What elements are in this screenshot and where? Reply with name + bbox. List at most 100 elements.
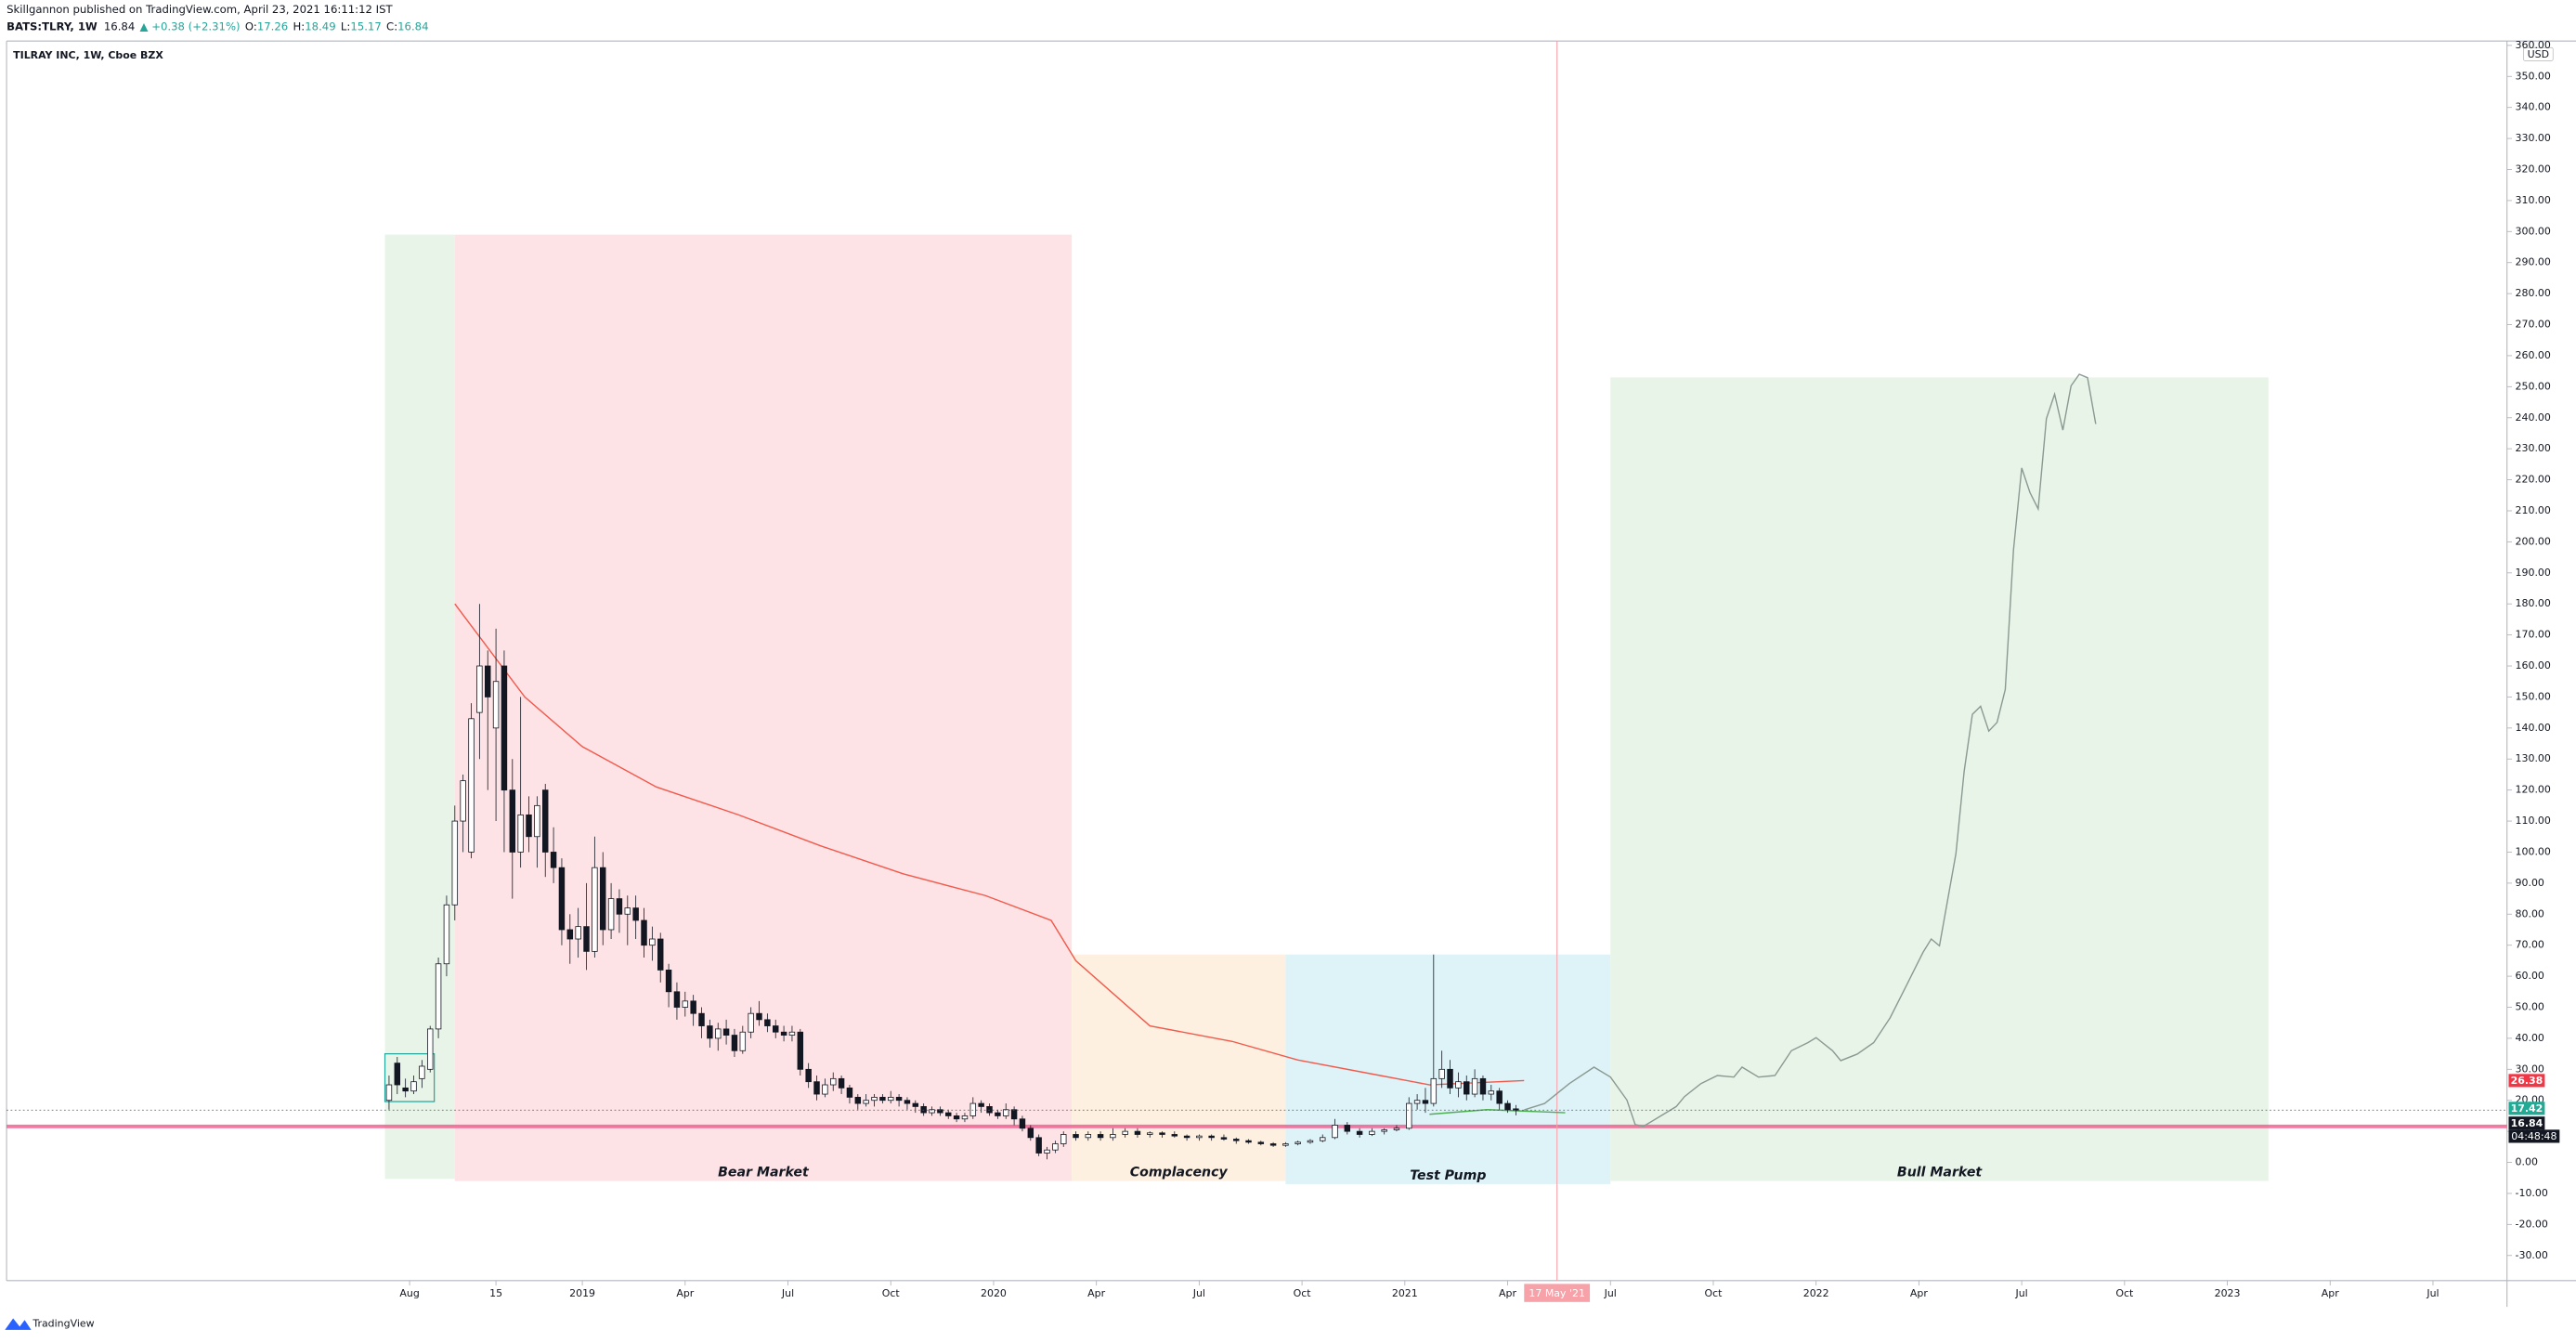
candle-body [830, 1077, 837, 1086]
candle-body [517, 814, 524, 853]
x-tick-label: Jul [1192, 1287, 1205, 1299]
candle-body [764, 1019, 771, 1026]
candle-body [756, 1012, 762, 1021]
y-tick-label: 110.00 [2516, 815, 2551, 827]
x-tick-label: 2021 [1392, 1287, 1418, 1299]
candle-body [1196, 1135, 1203, 1139]
legend-symbol: BATS:TLRY, 1W [7, 20, 98, 33]
candle-body [607, 898, 615, 931]
date-marker-box [1524, 1284, 1591, 1302]
zone-label: Test Pump [1410, 1168, 1486, 1183]
candle-body [1027, 1128, 1034, 1139]
y-tick-label: 60.00 [2516, 970, 2544, 982]
legend-ohlc-label: O: [245, 20, 257, 33]
highlight-box [384, 1052, 436, 1102]
candle-body [575, 926, 581, 940]
candle-body [1159, 1132, 1165, 1135]
y-tick-label: 350.00 [2516, 70, 2551, 82]
x-tick-label: Jul [2426, 1287, 2439, 1299]
candle-body [443, 904, 450, 965]
zone-label: Bull Market [1897, 1166, 1983, 1180]
x-tick-label: Oct [882, 1287, 901, 1299]
candle-body [690, 1000, 696, 1014]
candle-body [460, 780, 466, 822]
zone [1072, 954, 1286, 1181]
candle-body [673, 991, 681, 1008]
legend-ohlc-label: H: [293, 20, 306, 33]
candle-body [1356, 1130, 1363, 1135]
legend-ohlc-value: 18.49 [305, 20, 335, 33]
candle-body [1430, 1077, 1438, 1104]
candle-body [385, 1084, 393, 1102]
candle-body [707, 1025, 713, 1039]
y-tick-label: 270.00 [2516, 319, 2551, 331]
candle-body [501, 665, 508, 791]
candle-body [1052, 1143, 1059, 1151]
candle-body [632, 907, 639, 921]
x-tick-label: Jul [1604, 1287, 1617, 1299]
candle-body [715, 1028, 722, 1039]
indicator-line [454, 603, 1525, 1086]
chart-title: TILRAY INC, 1W, Cboe BZX [13, 49, 163, 61]
brand-logo [5, 1318, 32, 1330]
y-tick-label: 150.00 [2516, 690, 2551, 702]
y-tick-label: 90.00 [2516, 877, 2544, 889]
candle-body [1257, 1141, 1265, 1144]
candle-body [1332, 1125, 1338, 1139]
candle-body [509, 789, 516, 853]
y-tick-label: -30.00 [2516, 1249, 2548, 1261]
candle-body [773, 1025, 779, 1033]
y-tick-label: 30.00 [2516, 1063, 2544, 1075]
candle-body [1320, 1137, 1326, 1141]
legend-ohlc-value: 16.84 [397, 20, 428, 33]
candle-body [895, 1096, 903, 1102]
y-tick-label: 210.00 [2516, 504, 2551, 516]
candle-body [1413, 1100, 1421, 1104]
candle-body [1422, 1100, 1429, 1104]
y-tick-label: 80.00 [2516, 907, 2544, 919]
y-tick-label: 220.00 [2516, 474, 2551, 486]
candle-body [558, 867, 566, 931]
zone-label: Complacency [1130, 1166, 1229, 1180]
candle-body [698, 1012, 705, 1026]
y-tick-label: 340.00 [2516, 101, 2551, 113]
candle-body [419, 1065, 425, 1079]
date-marker-label: 17 May '21 [1529, 1287, 1585, 1299]
candle-body [566, 929, 574, 940]
countdown-label: 04:48:48 [2511, 1130, 2556, 1142]
candle-body [592, 867, 598, 952]
candle-body [1488, 1090, 1495, 1095]
y-tick-label: 200.00 [2516, 535, 2551, 547]
candle-body [1085, 1134, 1092, 1139]
zone [384, 234, 455, 1180]
candle-body [468, 718, 475, 853]
y-tick-label: 180.00 [2516, 597, 2551, 609]
x-tick-label: Oct [2115, 1287, 2134, 1299]
candle-body [649, 938, 656, 946]
price-tag-label: 16.84 [2511, 1117, 2543, 1129]
y-tick-label: 300.00 [2516, 225, 2551, 237]
candle-body [476, 665, 483, 713]
y-tick-label: 230.00 [2516, 442, 2551, 454]
y-tick-label: 310.00 [2516, 194, 2551, 206]
zone [1610, 377, 2269, 1181]
candle-body [788, 1031, 796, 1036]
x-tick-label: 2022 [1803, 1287, 1829, 1299]
legend-ohlc-value: 15.17 [350, 20, 381, 33]
x-tick-label: Oct [1704, 1287, 1723, 1299]
candle-body [1307, 1140, 1314, 1143]
currency-label: USD [2528, 48, 2549, 60]
price-tag [2508, 1074, 2545, 1088]
candle-body [929, 1109, 935, 1114]
candle-body [616, 898, 623, 915]
x-tick-label: 15 [489, 1287, 502, 1299]
y-tick-label: 190.00 [2516, 567, 2551, 579]
candle-body [961, 1115, 969, 1120]
candle-body [995, 1112, 1001, 1116]
candle-body [1060, 1134, 1067, 1144]
y-tick-label: 120.00 [2516, 784, 2551, 796]
candle-body [542, 789, 549, 853]
y-tick-label: 240.00 [2516, 411, 2551, 424]
candle-body [583, 926, 590, 952]
candle-body [1147, 1132, 1153, 1135]
